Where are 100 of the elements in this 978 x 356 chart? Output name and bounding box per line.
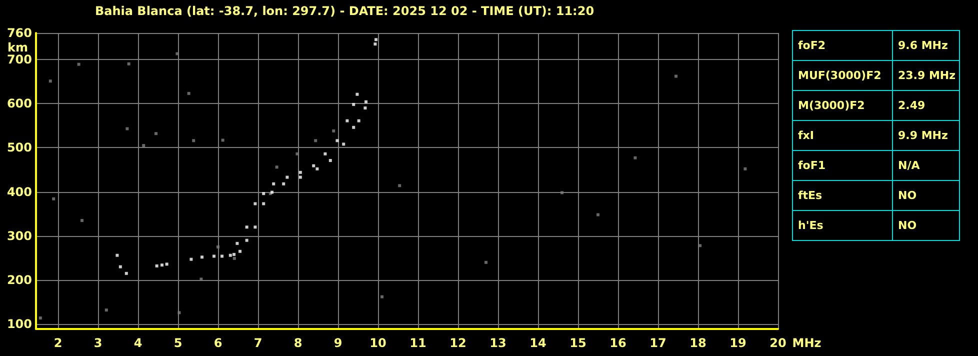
text: NO xyxy=(897,218,918,234)
x-tick-label: 10 xyxy=(370,336,386,350)
x-tick-label: 5 xyxy=(174,336,182,350)
point xyxy=(77,62,80,66)
point xyxy=(187,92,190,95)
point xyxy=(254,226,257,229)
x-tick-label: 17 xyxy=(650,336,666,350)
y-tick-label: 600 xyxy=(6,96,32,111)
point xyxy=(38,316,42,320)
x-tick-label: 15 xyxy=(570,336,586,350)
point xyxy=(221,138,224,142)
point xyxy=(245,238,248,242)
point xyxy=(104,308,108,312)
point xyxy=(342,142,346,146)
point xyxy=(374,38,378,42)
point xyxy=(52,197,56,200)
x-tick-label: 4 xyxy=(134,336,142,350)
point xyxy=(744,167,747,170)
x-tick-label: 3 xyxy=(94,336,102,350)
text: NO xyxy=(897,188,918,204)
x-tick-label: 18 xyxy=(690,336,706,350)
point xyxy=(674,74,678,78)
point xyxy=(356,92,359,96)
text: 9.6 MHz xyxy=(897,38,949,54)
point xyxy=(124,272,128,275)
y-tick-label: 200 xyxy=(6,273,32,288)
x-tick-label: 7 xyxy=(254,336,262,350)
point xyxy=(364,106,367,110)
point xyxy=(286,176,289,179)
x-tick-label: 13 xyxy=(490,336,506,350)
point xyxy=(314,139,318,142)
point xyxy=(80,218,84,222)
x-axis-title: MHz xyxy=(792,336,822,350)
point xyxy=(116,254,119,257)
point xyxy=(238,250,242,253)
point xyxy=(380,295,384,298)
point xyxy=(192,139,196,142)
text: N/A xyxy=(897,158,921,174)
y-tick-label: 500 xyxy=(6,140,32,155)
text: M(3000)F2 xyxy=(793,91,893,120)
point xyxy=(262,192,266,196)
point xyxy=(357,119,360,122)
text: 2.49 xyxy=(897,98,926,114)
x-tick-label: 11 xyxy=(410,336,426,350)
point xyxy=(232,256,236,260)
text: 9.9 MHz xyxy=(897,128,949,144)
point xyxy=(312,164,316,168)
y-axis-title: km xyxy=(8,40,28,55)
y-tick-label: 760 xyxy=(6,26,32,40)
point xyxy=(698,244,702,248)
point xyxy=(332,129,336,132)
point xyxy=(127,62,130,66)
text: 23.9 MHz xyxy=(897,68,957,84)
point xyxy=(272,182,276,186)
point xyxy=(282,182,286,186)
point xyxy=(316,167,319,170)
point xyxy=(352,102,356,106)
text: foF2 xyxy=(793,31,893,60)
x-tick-label: 6 xyxy=(214,336,222,350)
point xyxy=(374,42,377,46)
point xyxy=(142,144,146,147)
text: h'Es xyxy=(793,211,893,240)
text: fxI xyxy=(793,121,893,150)
point xyxy=(216,245,220,248)
point xyxy=(236,242,239,245)
x-tick-label: 16 xyxy=(610,336,626,350)
point xyxy=(232,252,236,256)
point xyxy=(346,119,349,122)
point xyxy=(165,262,168,266)
point xyxy=(254,202,257,206)
x-tick-label: 2 xyxy=(54,336,62,350)
point xyxy=(200,256,204,259)
point xyxy=(212,254,216,258)
x-tick-label: 9 xyxy=(334,336,342,350)
y-tick-label: 700 xyxy=(6,52,32,66)
point xyxy=(275,166,278,169)
point xyxy=(178,311,181,314)
x-tick-label: 19 xyxy=(730,336,746,350)
point xyxy=(228,254,232,257)
y-tick-label: 300 xyxy=(6,228,32,243)
point xyxy=(298,176,302,179)
x-tick-label: 20 xyxy=(770,336,786,350)
point xyxy=(245,226,248,229)
point xyxy=(118,265,122,268)
point xyxy=(126,127,129,130)
x-tick-label: 12 xyxy=(450,336,466,350)
y-tick-label: 100 xyxy=(6,317,32,332)
point xyxy=(190,258,193,261)
point xyxy=(262,202,266,206)
point xyxy=(560,191,564,194)
point xyxy=(220,254,224,258)
point xyxy=(160,264,164,267)
point xyxy=(328,158,332,162)
point xyxy=(398,184,402,188)
point xyxy=(484,260,488,264)
point xyxy=(634,156,637,160)
text: ftEs xyxy=(793,181,893,210)
point xyxy=(154,132,158,136)
point xyxy=(324,152,327,156)
text: foF1 xyxy=(793,151,893,180)
